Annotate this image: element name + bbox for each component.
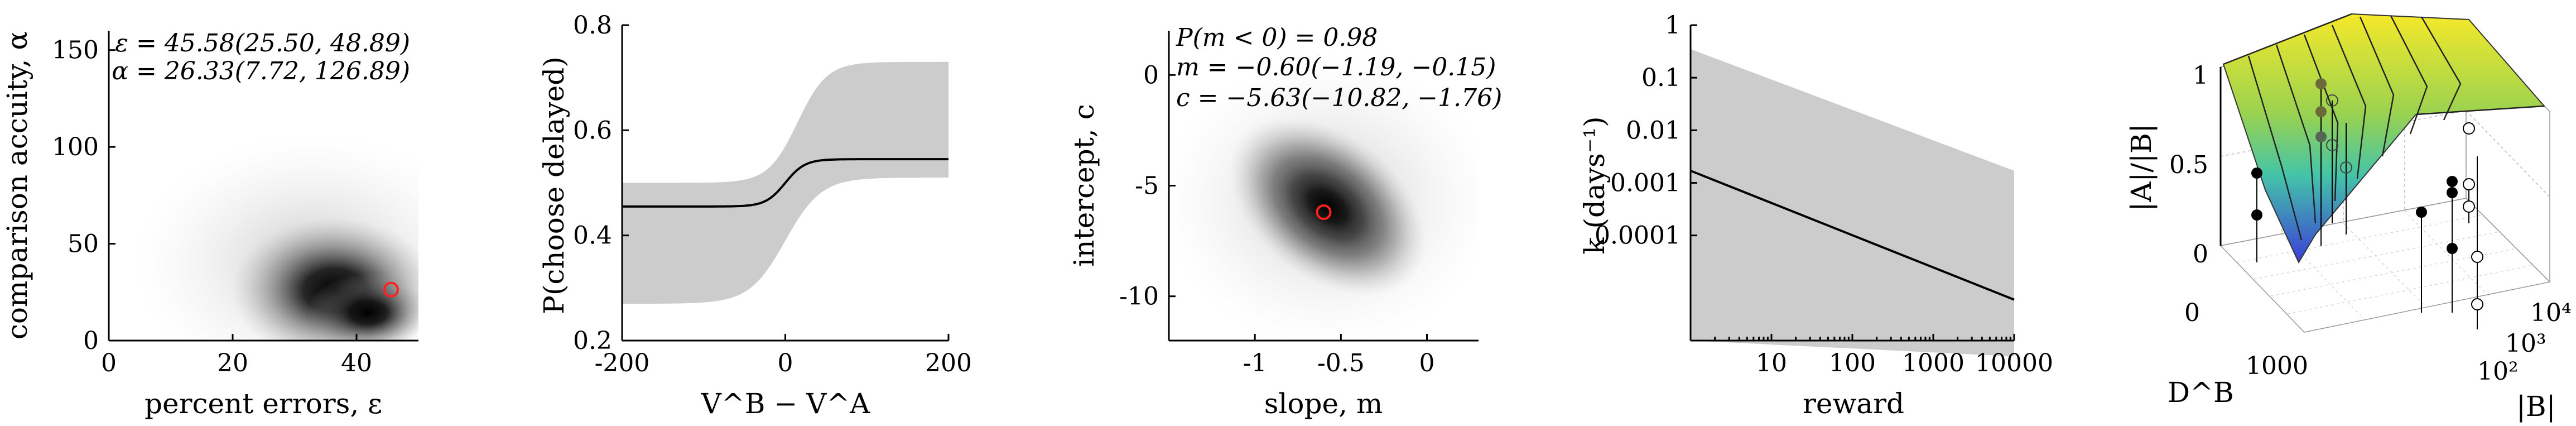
surface-mesh xyxy=(2223,13,2545,241)
y-tick-label: 0.0001 xyxy=(1595,222,1681,250)
x-tick-label: 40 xyxy=(341,349,372,377)
panel-c-heatmap: -1 -0.5 0 -10 -5 0 slope, m intercept, c P(m … xyxy=(1068,23,1502,420)
data-point xyxy=(2416,207,2427,218)
y-tick-label: -10 xyxy=(1119,283,1159,311)
point-estimate-marker xyxy=(1316,204,1332,221)
y-tick-label: 50 xyxy=(68,230,99,259)
b-axis-label: |B| xyxy=(2516,390,2555,423)
median-line xyxy=(1690,169,2015,301)
y-tick-label: 0.2 xyxy=(573,327,612,355)
y-tick-label: 0.001 xyxy=(1610,169,1681,198)
data-point xyxy=(2447,176,2458,187)
b-tick-label: 10⁴ xyxy=(2530,299,2572,327)
data-point xyxy=(2340,161,2352,174)
x-axis-label: V^B − V^A xyxy=(701,387,870,420)
annotation-epsilon: ε = 45.58(25.50, 48.89) xyxy=(115,29,410,58)
data-point xyxy=(2251,209,2262,221)
floor xyxy=(2219,198,2551,333)
panel-b-line: -200 0 200 0.2 0.4 0.6 0.8 V^B − V^A P(choose … xyxy=(538,11,972,420)
y-tick-label: 0.8 xyxy=(573,11,612,40)
y-tick-label: 0.1 xyxy=(1641,64,1681,92)
data-point xyxy=(2471,251,2483,263)
x-axis-label: slope, m xyxy=(1264,387,1383,420)
y-tick-label: 1 xyxy=(1665,11,1681,40)
x-axis-label: percent errors, ε xyxy=(145,387,382,420)
b-tick-label: 10² xyxy=(2477,357,2519,386)
y-axis-label: comparison accuity, α xyxy=(1,31,33,339)
x-tick-label: 1000 xyxy=(1902,349,1964,377)
median-curve xyxy=(622,158,948,208)
y-tick-label: 0.01 xyxy=(1626,116,1681,145)
panel-e-surface: 1 0.5 0 |A|/|B| 0 1000 D^B 10² 10³ 10⁴ |… xyxy=(2125,13,2572,423)
x-tick-label: -0.5 xyxy=(1317,349,1365,377)
z-tick-label: 0.5 xyxy=(2169,151,2208,179)
data-point xyxy=(2471,298,2483,310)
x-axis-label: reward xyxy=(1803,387,1904,420)
point-estimate-marker xyxy=(383,281,399,298)
z-tick-label: 0 xyxy=(2193,240,2208,269)
y-axis-label: k (days⁻¹) xyxy=(1578,116,1611,254)
data-point xyxy=(2251,167,2262,179)
x-tick-label: 200 xyxy=(925,349,972,377)
annotation-slope: m = −0.60(−1.19, −0.15) xyxy=(1176,53,1496,82)
density-peak xyxy=(307,274,418,341)
data-point xyxy=(2315,106,2327,117)
x-tick-label: 0 xyxy=(101,349,117,377)
y-tick-label: 0.6 xyxy=(573,116,612,145)
b-tick-label: 10³ xyxy=(2505,329,2546,358)
y-tick-label: 0.4 xyxy=(573,222,612,250)
y-tick-label: 0 xyxy=(1143,61,1159,89)
data-point xyxy=(2463,122,2475,135)
annotation-intercept: c = −5.63(−10.82, −1.76) xyxy=(1176,84,1502,112)
d-axis-label: D^B xyxy=(2168,376,2234,409)
x-tick-label: -200 xyxy=(595,349,650,377)
x-tick-label: -1 xyxy=(1243,349,1267,377)
panel-d-loglog: 10 100 1000 10000 1 0.1 0.01 0.001 0.0001 reward… xyxy=(1578,11,2053,420)
data-point xyxy=(2447,187,2458,198)
annotation-alpha: α = 26.33(7.72, 126.89) xyxy=(112,57,410,85)
y-tick-label: 150 xyxy=(52,36,99,65)
x-tick-label: 20 xyxy=(217,349,248,377)
data-point xyxy=(2463,200,2475,213)
data-point xyxy=(2315,131,2327,142)
z-tick-label: 1 xyxy=(2193,61,2208,90)
data-point xyxy=(2326,139,2338,151)
z-axis-label: |A|/|B| xyxy=(2125,123,2158,211)
data-point xyxy=(2326,94,2338,107)
x-tick-label: 10 xyxy=(1756,349,1787,377)
x-tick-label: 10000 xyxy=(1975,349,2053,377)
credible-band xyxy=(1691,49,2014,357)
data-points xyxy=(2251,78,2483,310)
y-axis-label: P(choose delayed) xyxy=(538,56,570,314)
data-point xyxy=(2315,78,2327,89)
panel-a-heatmap: 0 20 40 0 50 100 150 percent errors, ε compari… xyxy=(1,29,418,420)
y-tick-label: 0 xyxy=(83,327,99,355)
x-tick-label: 0 xyxy=(778,349,793,377)
y-tick-label: -5 xyxy=(1135,172,1159,200)
data-point xyxy=(2463,178,2475,190)
x-tick-label: 0 xyxy=(1419,349,1435,377)
data-point xyxy=(2447,243,2458,254)
y-axis-label: intercept, c xyxy=(1068,104,1100,266)
x-tick-label: 100 xyxy=(1829,349,1876,377)
annotation-prob: P(m < 0) = 0.98 xyxy=(1176,23,1378,52)
d-tick-label: 1000 xyxy=(2246,352,2308,380)
d-tick-label: 0 xyxy=(2184,299,2200,327)
y-tick-label: 100 xyxy=(52,133,99,161)
